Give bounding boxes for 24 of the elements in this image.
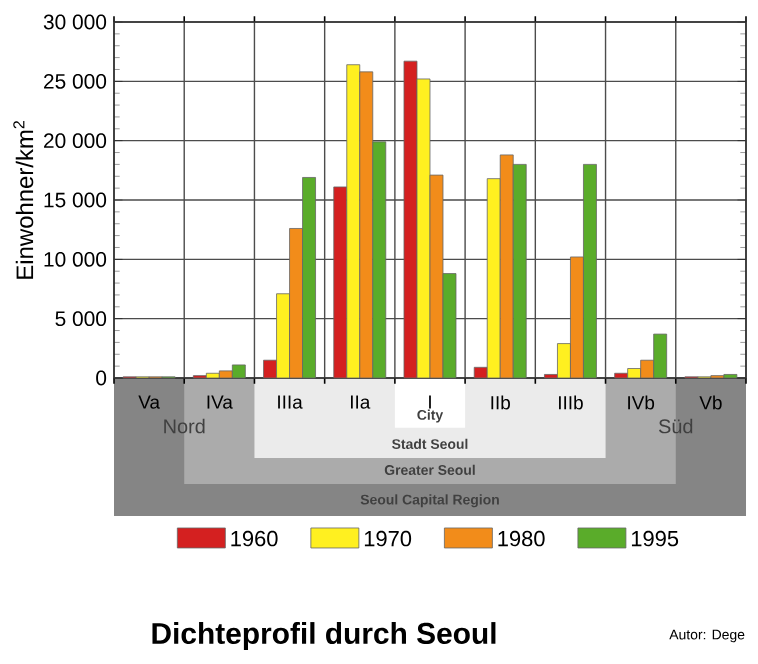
x-tick-label: IVb [628,395,655,410]
x-tick-label: Va [138,395,160,409]
legend-label: 1970 [364,530,412,547]
y-tick-label: 30 000 [43,14,107,30]
text: Dichteprofil durch Seoul [152,622,496,650]
legend-label: 1960 [231,530,278,547]
y-axis-title: Einwohner/km$^{2}$ [13,121,34,279]
x-tick-label: IIa [351,395,371,409]
text: Nord [164,418,205,434]
legend-label: 1995 [631,530,679,547]
y-tick-label: 0 [96,370,107,386]
y-tick-label: 20 000 [44,133,107,149]
y-tick-label: 10 000 [44,251,107,267]
y-tick-label: 5 000 [55,311,107,327]
x-tick-label: Vb [699,395,722,410]
x-tick-label: IVa [207,395,233,409]
x-tick-label: I [429,395,431,409]
legend-label: 1980 [498,530,545,547]
y-tick-label: 15 000 [44,192,107,208]
x-tick-label: IIb [491,395,510,410]
text: Süd [658,418,693,434]
x-tick-label: IIIb [559,395,583,410]
x-tick-label: IIIa [278,395,303,409]
y-tick-label: 25 000 [44,73,107,89]
